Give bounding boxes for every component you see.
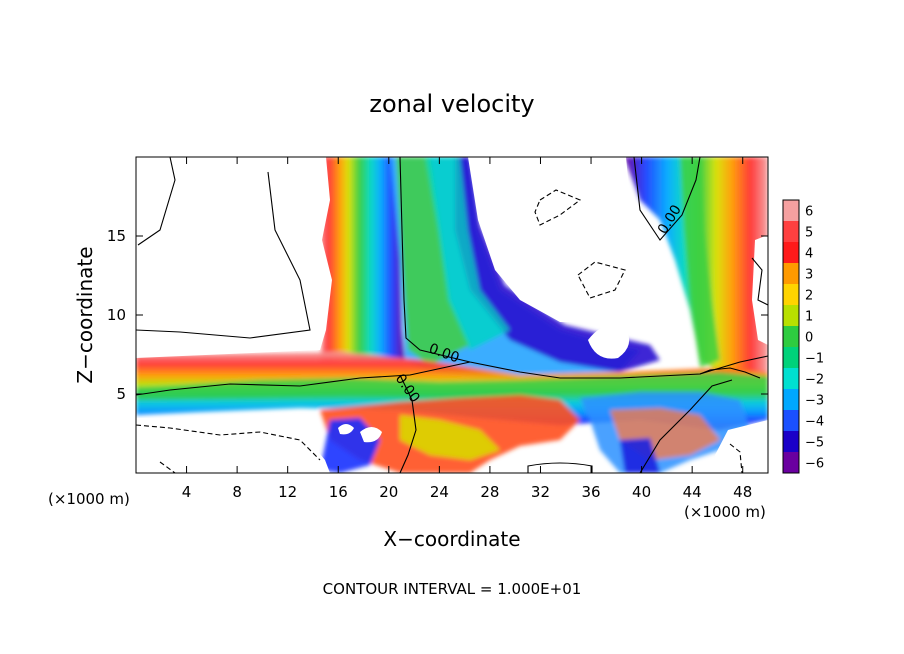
contour-lines [136,157,768,473]
contour-thin-left [137,157,176,246]
colorbar-label: 2 [805,289,813,304]
y-tick-label: 10 [107,306,126,324]
x-tick-label: 48 [733,483,752,501]
mask-top-left [136,157,332,358]
colorbar-swatch [783,221,799,243]
left-jet-cyan [425,157,510,350]
contour-zero-left [399,157,768,379]
contour-zero-low [136,361,471,396]
mask-hole-a [360,427,382,443]
colorbar-label: 0 [805,331,813,346]
colorbar-swatch [783,452,799,474]
left-jet-outer-blue [455,157,660,372]
colorbar-label: 1 [805,310,813,325]
colorbar-label: −3 [805,394,824,409]
colorbar-swatch [783,242,799,264]
left-jet-band [318,157,405,362]
colorbar-swatch [783,410,799,432]
footer-contour-interval: CONTOUR INTERVAL = 1.000E+01 [323,580,582,598]
colorbar-swatch [783,305,799,327]
colorbar-label: 6 [805,205,813,220]
contour-zero-lower [399,374,417,473]
low-jet-green [136,372,768,400]
x-unit-left: (×1000 m) [48,490,130,508]
y-tick-label: 5 [116,385,126,403]
colorbar-frame [782,199,800,474]
colorbar-label: −4 [805,415,824,430]
contour-zero-right [633,157,701,241]
colorbar-swatch [783,368,799,390]
lower-turbulence-f [620,438,660,473]
chart-title: zonal velocity [369,90,534,118]
colorbar-swatch [783,284,799,306]
colorbar-label: −5 [805,436,824,451]
mask-bottom-right [715,420,768,473]
colorbar-label: −2 [805,373,824,388]
contour-zero-right-low [699,367,761,379]
heatmap-field: 0.00 0.00 0.00 [136,157,768,473]
contour-dashed-e [159,461,176,473]
x-tick-label: 36 [581,483,600,501]
x-tick-label: 40 [632,483,651,501]
colorbar-label: 5 [805,226,813,241]
y-axis-label: Z−coordinate [73,246,97,383]
contour-dashed-b [577,261,626,299]
contour-dashed-a [534,189,582,226]
contour-thin-right [751,257,768,306]
mask-top-center [468,157,676,332]
left-jet-green [396,157,470,365]
colorbar-swatch [783,389,799,411]
x-tick-label: 12 [278,483,297,501]
colorbar-label: 3 [805,268,813,283]
colorbar-swatch [783,263,799,285]
contour-dashed-d [729,443,743,473]
x-unit-right: (×1000 m) [684,503,766,521]
x-tick-label: 32 [531,483,550,501]
contour-zero-bottom-right [639,379,733,473]
mask-bottom-left [136,418,330,473]
colorbar-label: −6 [805,457,824,472]
colorbar-swatch [783,431,799,453]
x-tick-label: 24 [430,483,449,501]
colorbar-swatch [783,326,799,348]
x-tick-label: 44 [683,483,702,501]
contour-thin-left-b [136,171,311,339]
colorbar-swatch [783,200,799,222]
y-axis-ticks: 5 10 15 [107,227,768,403]
x-tick-label: 16 [329,483,348,501]
x-axis-ticks: 4 8 12 16 20 24 28 32 36 40 44 48 [182,157,752,501]
x-tick-label: 20 [379,483,398,501]
x-tick-label: 28 [480,483,499,501]
colorbar-label: 4 [805,247,813,262]
colorbar-swatch [783,347,799,369]
lower-turbulence-b [400,415,500,460]
x-tick-label: 8 [232,483,242,501]
colorbar-label: −1 [805,352,824,367]
right-jet-green [680,157,720,368]
y-tick-label: 15 [107,227,126,245]
mask-bubble [588,324,630,359]
colorbar: 6 5 4 3 2 1 0 −1 −2 −3 −4 −5 −6 [782,199,824,474]
contour-dashed-c [136,424,321,461]
mask-bottom-center [515,455,600,473]
x-tick-label: 4 [182,483,192,501]
x-axis-label: X−coordinate [383,527,520,551]
mask-hole-b [338,424,354,435]
contour-bottom-oval [527,462,593,473]
